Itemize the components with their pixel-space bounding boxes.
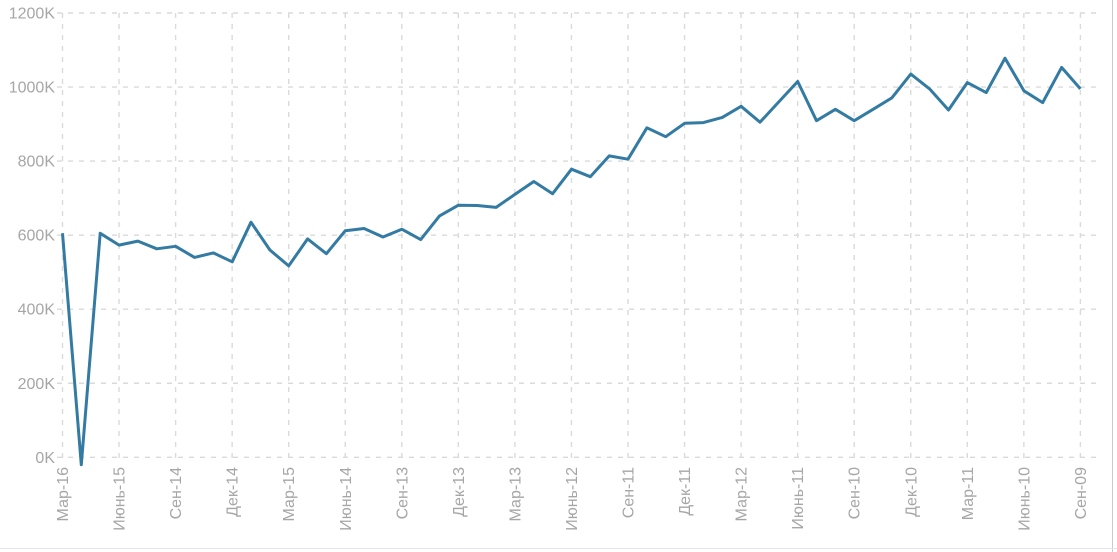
x-axis-label: Мар-12 — [734, 467, 751, 522]
x-axis-label: Мар-11 — [960, 467, 977, 520]
y-axis-label: 0K — [35, 450, 55, 467]
x-axis-label: Июнь-15 — [112, 467, 129, 531]
x-axis-label: Сен-14 — [168, 467, 185, 520]
x-axis-label: Дек-11 — [677, 467, 694, 516]
x-axis-label: Июнь-11 — [790, 467, 807, 530]
y-axis-label: 600K — [18, 228, 56, 245]
y-axis-label: 1200K — [9, 6, 56, 23]
x-axis-label: Мар-13 — [507, 467, 524, 522]
x-axis-label: Мар-16 — [55, 467, 72, 522]
x-axis-label: Сен-11 — [621, 467, 638, 518]
x-axis-label: Сен-13 — [394, 467, 411, 520]
x-axis-label: Дек-13 — [451, 467, 468, 517]
y-axis-label: 800K — [18, 154, 56, 171]
y-axis-label: 400K — [18, 302, 56, 319]
x-axis-label: Июнь-10 — [1016, 467, 1033, 531]
x-axis-label: Мар-15 — [281, 467, 298, 522]
data-line-series-1 — [61, 56, 1082, 467]
x-axis-label: Сен-10 — [847, 467, 864, 520]
y-axis-label: 1000K — [9, 80, 56, 97]
x-axis-label: Июнь-12 — [564, 467, 581, 531]
x-axis-label: Дек-14 — [225, 467, 242, 517]
x-axis-label: Дек-10 — [903, 467, 920, 517]
bottom-border-line — [0, 548, 1117, 549]
x-axis-label: Сен-09 — [1073, 467, 1090, 520]
y-axis-label: 200K — [18, 376, 56, 393]
x-axis-label: Июнь-14 — [338, 467, 355, 531]
right-border-line — [1112, 0, 1113, 552]
